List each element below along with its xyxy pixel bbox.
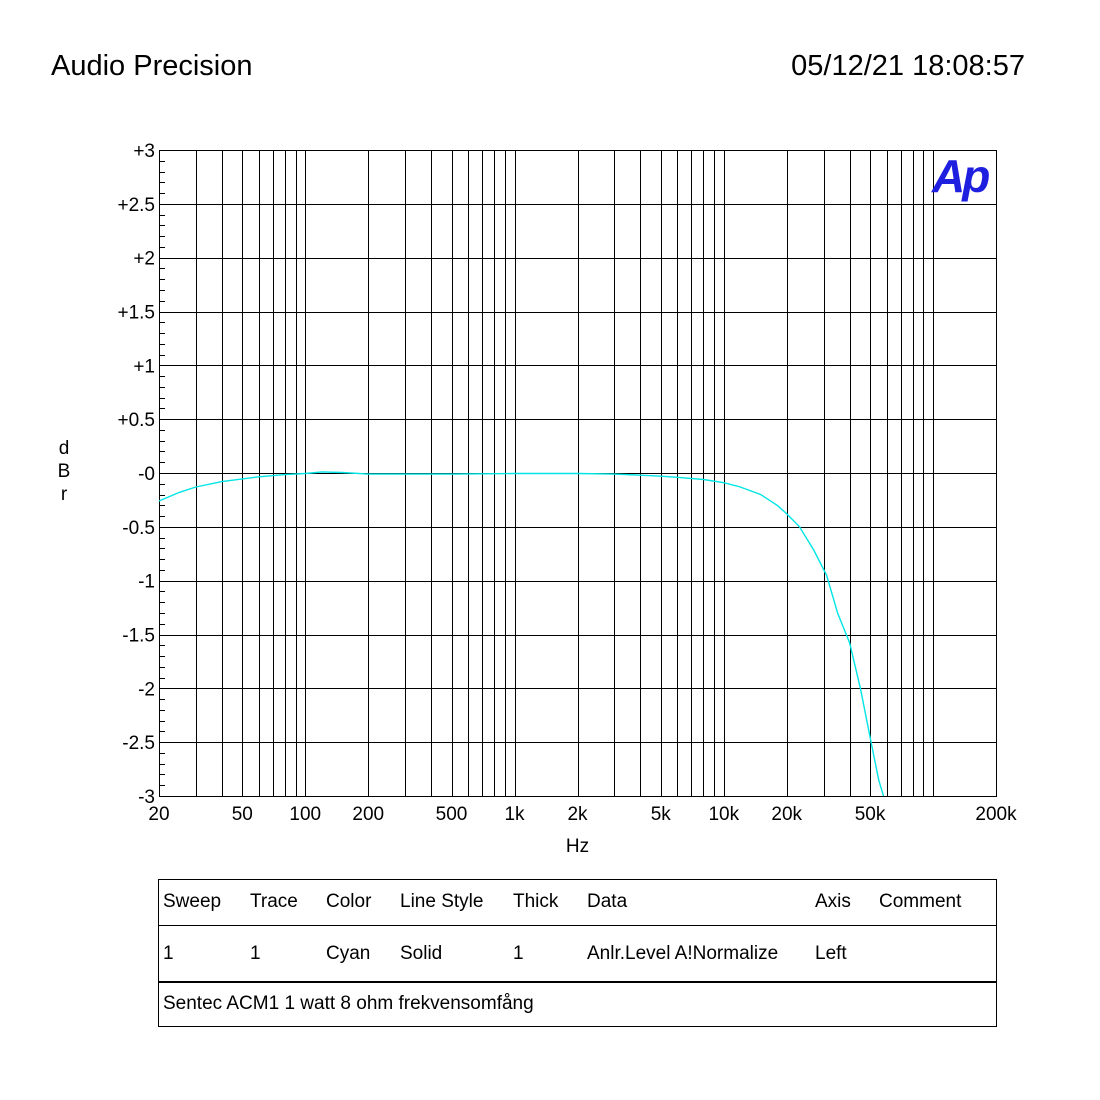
x-axis-label: Hz [566, 836, 589, 857]
legend-comment-row: Sentec ACM1 1 watt 8 ohm frekvensomfång [158, 982, 997, 1026]
x-tick-label: 2k [567, 804, 588, 825]
x-tick-label: 500 [436, 804, 468, 825]
legend-cell-color: Cyan [321, 925, 395, 982]
plot-frame [159, 150, 997, 797]
legend-divider [158, 981, 997, 983]
legend-header-comment: Comment [874, 879, 997, 926]
y-axis-label-char: r [60, 484, 68, 505]
legend-header-color: Color [321, 879, 395, 926]
x-tick-label: 100 [289, 804, 321, 825]
y-tick-label: -1 [138, 572, 155, 593]
legend-cell-comment [874, 925, 997, 982]
y-tick-label: +0.5 [117, 410, 155, 431]
legend-cell-sweep: 1 [158, 925, 245, 982]
legend-row: 1 1 Cyan Solid 1 Anlr.Level A!Normalize … [158, 925, 997, 982]
legend-header-axis: Axis [810, 879, 874, 926]
legend-header-sweep: Sweep [158, 879, 245, 926]
legend-table: Sweep Trace Color Line Style Thick Data … [158, 879, 997, 1025]
y-tick-label: +2.5 [117, 195, 155, 216]
legend-cell-trace: 1 [245, 925, 321, 982]
x-tick-label: 50 [232, 804, 253, 825]
legend-comment: Sentec ACM1 1 watt 8 ohm frekvensomfång [163, 992, 534, 1014]
x-tick-label: 10k [708, 804, 739, 825]
legend-cell-thick: 1 [508, 925, 582, 982]
y-tick-label: -0 [138, 464, 155, 485]
x-tick-label: 5k [651, 804, 672, 825]
y-tick-label: -1.5 [122, 626, 155, 647]
x-tick-label: 1k [504, 804, 525, 825]
y-tick-label: +1.5 [117, 303, 155, 324]
y-tick-label: +3 [133, 141, 155, 162]
app-title: Audio Precision [51, 50, 253, 82]
legend-cell-axis: Left [810, 925, 874, 982]
y-axis-label-char: B [57, 461, 71, 482]
y-tick-label: -2.5 [122, 733, 155, 754]
ap-logo: Ap [931, 150, 989, 202]
frequency-response-chart: +3+2.5+2+1.5+1+0.5-0-0.5-1-1.5-2-2.5-320… [117, 141, 1017, 857]
x-tick-label: 200 [352, 804, 384, 825]
y-tick-label: +2 [133, 249, 155, 270]
y-axis-label-char: d [58, 438, 70, 459]
x-tick-label: 20k [771, 804, 802, 825]
legend-header-thick: Thick [508, 879, 582, 926]
legend-cell-line-style: Solid [395, 925, 508, 982]
y-tick-label: -3 [138, 787, 155, 808]
legend-header-data: Data [582, 879, 810, 926]
x-tick-label: 20 [148, 804, 169, 825]
timestamp: 05/12/21 18:08:57 [791, 50, 1025, 82]
x-tick-label: 200k [975, 804, 1017, 825]
y-tick-label: -0.5 [122, 518, 155, 539]
legend-header-line-style: Line Style [395, 879, 508, 926]
x-tick-label: 50k [855, 804, 886, 825]
legend-header-trace: Trace [245, 879, 321, 926]
legend-header-row: Sweep Trace Color Line Style Thick Data … [158, 879, 997, 926]
y-tick-label: -2 [138, 679, 155, 700]
series-line [158, 471, 885, 797]
y-tick-label: +1 [133, 356, 155, 377]
legend-cell-data: Anlr.Level A!Normalize [582, 925, 810, 982]
